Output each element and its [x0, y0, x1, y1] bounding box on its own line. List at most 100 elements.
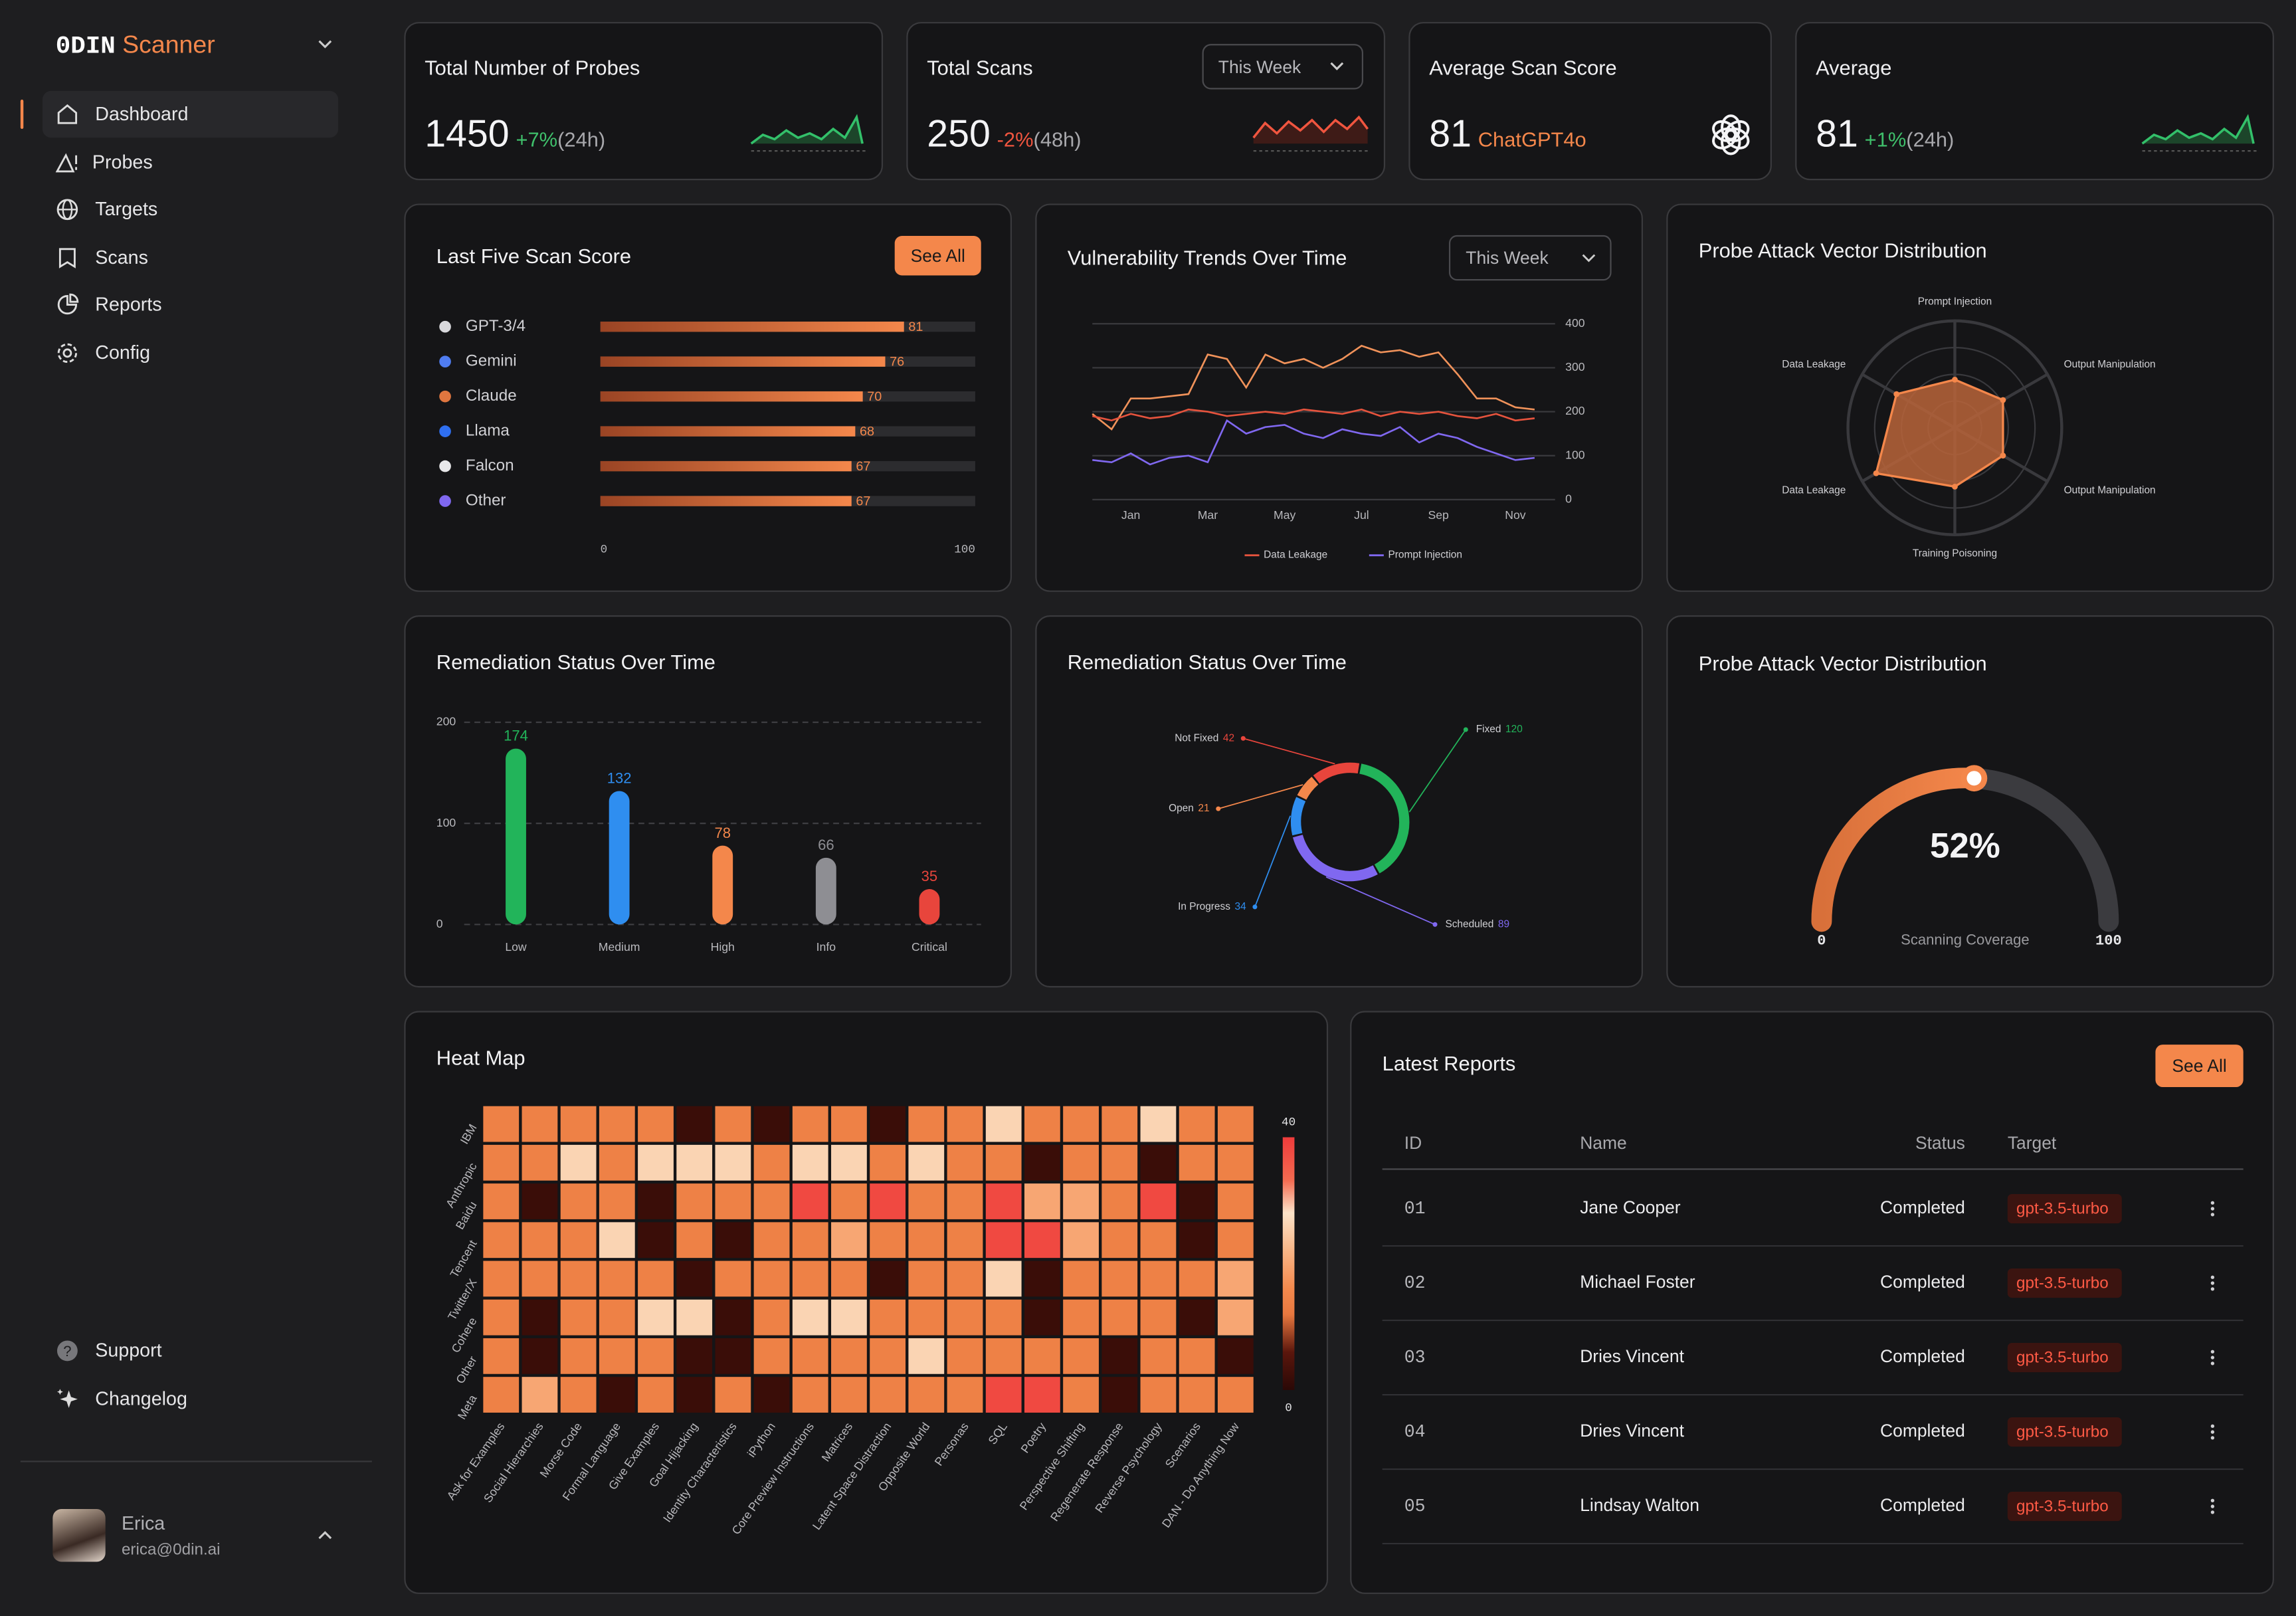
heat-cell: [599, 1299, 635, 1336]
donut-segment: [1297, 776, 1319, 800]
stat-change: -2%: [997, 127, 1034, 152]
heat-cell: [1024, 1299, 1060, 1336]
heat-cell: [1063, 1338, 1099, 1374]
heat-cell: [870, 1144, 906, 1181]
heat-cell: [522, 1106, 558, 1142]
stat-title: Average Scan Score: [1429, 55, 1617, 80]
heat-cell: [1101, 1222, 1138, 1259]
dropdown-label: This Week: [1466, 248, 1549, 268]
radar-point: [1893, 391, 1900, 397]
stat-model: ChatGPT4o: [1478, 127, 1586, 152]
leader-line: [1254, 815, 1292, 908]
heat-cell: [753, 1144, 790, 1181]
heat-cell: [483, 1144, 520, 1181]
chart-card: Remediation Status Over Time 0 100 200 174 Lo…: [404, 615, 1012, 988]
nav-item[interactable]: Probes: [43, 139, 338, 186]
nav-item[interactable]: Scans: [43, 235, 338, 282]
heat-cell: [1063, 1183, 1099, 1219]
x-tick-label: Mar: [1198, 508, 1218, 522]
row-menu-dot: [2210, 1201, 2215, 1205]
gauge-value: [1811, 767, 1984, 932]
value-label: 81: [908, 320, 923, 334]
heat-cell: [870, 1299, 906, 1336]
heat-cell: [870, 1106, 906, 1142]
heat-cell: [522, 1222, 558, 1259]
heat-cell: [1101, 1106, 1138, 1142]
axis-label: Data Leakage: [1782, 359, 1846, 370]
icon: [56, 1389, 78, 1408]
heat-cell: [792, 1338, 828, 1374]
nav-item[interactable]: Reports: [43, 281, 338, 328]
heat-cell: [947, 1377, 983, 1413]
brand[interactable]: 0DIN Scanner: [56, 29, 215, 64]
heat-cell: [715, 1338, 751, 1374]
stat-period: (24h): [1906, 127, 1955, 152]
radar-point: [2000, 453, 2006, 459]
heat-cell: [947, 1144, 983, 1181]
value-label: 35: [921, 868, 938, 884]
leader-line: [1325, 876, 1436, 926]
chart: Probe Attack Vector Distribution 52% Scann…: [1699, 652, 2122, 949]
nav-label: Targets: [95, 197, 158, 220]
nav-item[interactable]: Config: [43, 330, 338, 377]
gauge-tick-label: 100: [2095, 932, 2122, 949]
nav-item[interactable]: Changelog: [43, 1375, 338, 1423]
heat-cell: [522, 1377, 558, 1413]
heat-cell: [908, 1183, 945, 1219]
button-label: See All: [911, 246, 965, 266]
heat-cell: [1101, 1144, 1138, 1181]
radar-point: [2000, 397, 2006, 403]
column-label: Reverse Psychology: [1092, 1420, 1165, 1515]
column-header: Status: [1915, 1133, 1965, 1153]
heat-cell: [715, 1106, 751, 1142]
heat-cell: [1024, 1106, 1060, 1142]
donut-segment: [1290, 797, 1306, 836]
button[interactable]: [2155, 1045, 2244, 1088]
filter-dropdown[interactable]: This Week: [1202, 44, 1364, 90]
heat-cell: [1101, 1299, 1138, 1336]
row-menu-dot: [2210, 1207, 2215, 1211]
heat-cell: [1179, 1144, 1215, 1181]
heat-cell: [1063, 1261, 1099, 1297]
chart: Remediation Status Over Time Fixed 120 Sche…: [1068, 651, 1523, 930]
heat-cell: [947, 1106, 983, 1142]
heat-cell: [1179, 1222, 1215, 1259]
heat-cell: [638, 1338, 674, 1374]
avatar[interactable]: [52, 1509, 106, 1562]
stat-card: Total Scans This Week 250 -2%(48h): [906, 22, 1386, 181]
user-chevron[interactable]: [316, 1528, 334, 1543]
button[interactable]: [894, 235, 981, 276]
stat-card: Average Scan Score 81 ChatGPT4o: [1408, 22, 1772, 181]
value-label: 67: [856, 494, 870, 508]
heat-cell: [831, 1377, 867, 1413]
sparkline: [2141, 114, 2257, 152]
value-label: 78: [714, 825, 731, 841]
row-menu-dot: [2210, 1430, 2215, 1434]
brand-chevron[interactable]: [316, 38, 334, 52]
heat-cell: [1024, 1338, 1060, 1374]
target-badge: [2007, 1417, 2122, 1447]
icon: [57, 343, 78, 363]
category-label: Claude: [466, 387, 517, 405]
nav-item[interactable]: Targets: [43, 186, 338, 233]
heat-cell: [522, 1183, 558, 1219]
bar: [600, 391, 863, 402]
chart-card: Heat Map IBM Anthropic Baidu Tencent Twitter/…: [404, 1011, 1329, 1594]
user-email: erica@0din.ai: [121, 1541, 221, 1560]
heat-cell: [715, 1377, 751, 1413]
card-title: Probe Attack Vector Distribution: [1699, 239, 1987, 262]
heat-cell: [831, 1299, 867, 1336]
value-label: 67: [856, 459, 870, 474]
heat-cell: [715, 1144, 751, 1181]
x-tick-label: Jul: [1354, 508, 1369, 522]
row-status: Completed: [1880, 1272, 1965, 1292]
nav-item[interactable]: Dashboard: [42, 90, 339, 138]
dropdown[interactable]: [1448, 235, 1612, 281]
card-title: Vulnerability Trends Over Time: [1068, 246, 1347, 269]
heat-cell: [599, 1183, 635, 1219]
brand-name: 0DIN: [55, 33, 116, 62]
card-title: Latest Reports: [1383, 1052, 1516, 1075]
heat-cell: [831, 1261, 867, 1297]
nav-item[interactable]: ? Support: [43, 1328, 338, 1375]
